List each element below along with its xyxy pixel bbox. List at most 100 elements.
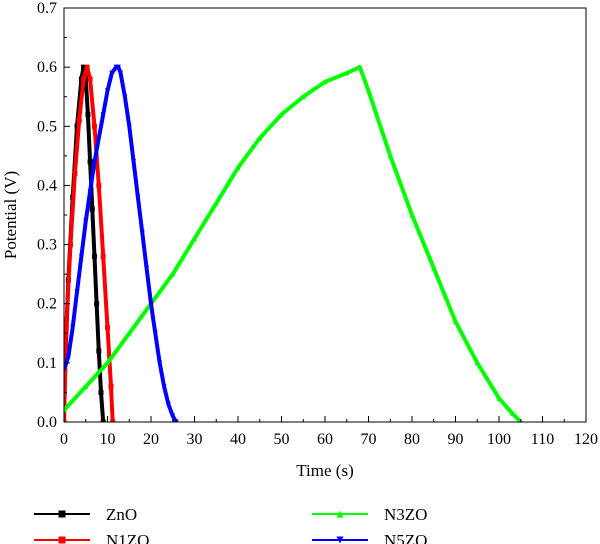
data-point [109, 70, 115, 76]
series-line [64, 65, 179, 422]
x-tick-label: 60 [317, 431, 333, 448]
y-tick-label: 0.4 [37, 177, 57, 194]
legend-item-n3zo: N3ZO [312, 505, 427, 524]
legend-label: N5ZO [384, 531, 427, 544]
data-point [96, 348, 102, 354]
plot-frame [63, 7, 587, 423]
data-point [431, 265, 437, 271]
data-point [152, 330, 158, 336]
data-point [68, 242, 74, 248]
x-tick-label: 90 [448, 431, 464, 448]
x-tick-label: 70 [361, 431, 377, 448]
data-point [64, 419, 67, 422]
legend-label: ZnO [106, 505, 137, 524]
legend-item-n5zo: N5ZO [312, 531, 427, 544]
data-point [108, 384, 114, 390]
y-axis-label: Potential (V) [1, 171, 20, 259]
data-point [192, 236, 197, 242]
y-tick-label: 0.3 [37, 237, 57, 254]
data-point [87, 159, 93, 165]
data-point [139, 230, 145, 236]
data-point [64, 324, 69, 330]
data-point [122, 94, 128, 100]
data-point [98, 389, 104, 395]
data-point [85, 111, 91, 117]
x-axis-label: Time (s) [296, 461, 353, 480]
data-point [78, 253, 84, 259]
data-point [91, 253, 97, 259]
data-point [81, 64, 87, 70]
data-point [115, 64, 121, 70]
x-tick-label: 40 [230, 431, 246, 448]
data-point [336, 510, 344, 518]
data-point [87, 76, 93, 82]
data-point [126, 330, 132, 336]
legend-label: N1ZO [106, 531, 149, 544]
y-tick-label: 0.5 [37, 118, 57, 135]
x-tick-label: 10 [100, 431, 116, 448]
x-tick-label: 20 [143, 431, 159, 448]
legend: ZnO N1ZO N3ZO N5ZO [34, 505, 427, 544]
data-point [100, 111, 106, 117]
data-point [131, 159, 137, 165]
y-tick-label: 0.6 [37, 59, 57, 76]
data-point [235, 165, 241, 171]
data-point [72, 171, 78, 177]
data-point [105, 88, 110, 94]
data-point [118, 70, 124, 76]
data-point [100, 419, 106, 422]
series-line [64, 65, 115, 422]
data-point [74, 289, 80, 295]
series-n1zo [64, 64, 116, 422]
data-point [126, 123, 132, 129]
data-point [257, 135, 263, 141]
x-tick-label: 30 [187, 431, 203, 448]
data-point [58, 536, 66, 544]
data-point [161, 384, 167, 390]
y-tick-label: 0.1 [37, 355, 57, 372]
data-point [173, 419, 179, 422]
x-tick-label: 50 [274, 431, 290, 448]
data-point [89, 206, 95, 212]
data-point [357, 64, 363, 70]
data-point [110, 419, 116, 422]
data-point [148, 301, 154, 307]
data-point [58, 510, 66, 518]
x-tick-label: 80 [404, 431, 420, 448]
x-tick-label: 0 [60, 431, 68, 448]
data-point [65, 354, 71, 360]
data-point [105, 324, 110, 330]
data-point [64, 366, 67, 372]
x-tick-label: 110 [531, 431, 554, 448]
data-point [336, 536, 344, 544]
data-point [279, 111, 284, 117]
data-point [170, 271, 176, 277]
series-n5zo [64, 64, 179, 422]
data-point [70, 324, 76, 330]
data-point [64, 407, 67, 413]
x-tick-label: 100 [487, 431, 511, 448]
data-point [496, 395, 502, 401]
data-point [81, 76, 87, 82]
data-point [100, 253, 106, 259]
x-axis-ticks: 0 10 20 30 40 50 60 70 80 90 100 110 120 [60, 416, 598, 448]
data-point [96, 182, 102, 188]
data-point [300, 94, 306, 100]
data-point [157, 360, 163, 366]
y-tick-label: 0.0 [37, 414, 57, 431]
data-point [344, 70, 350, 76]
data-point [366, 88, 371, 94]
data-point [409, 212, 415, 218]
y-axis-ticks: 0.0 0.1 0.2 0.3 0.4 0.5 0.6 0.7 [37, 0, 70, 431]
data-point [474, 360, 480, 366]
data-point [94, 301, 100, 307]
data-point [83, 384, 89, 390]
data-point [165, 401, 171, 407]
legend-item-n1zo: N1ZO [34, 531, 149, 544]
data-point [135, 194, 141, 200]
data-point [96, 135, 102, 141]
data-point [91, 159, 97, 165]
series-layer [64, 64, 523, 422]
series-n3zo [64, 64, 523, 422]
